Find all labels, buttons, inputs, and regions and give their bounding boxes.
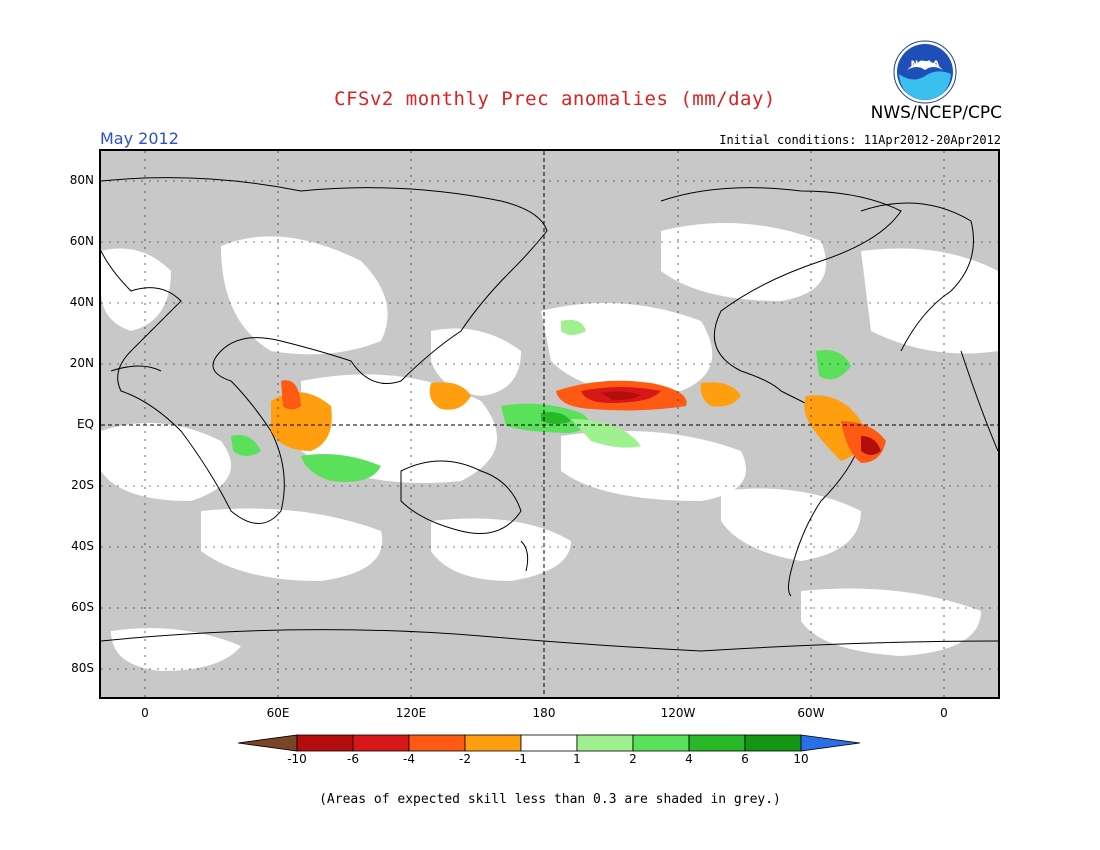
legend-label-0: -10 bbox=[287, 752, 307, 766]
wet-anomalies bbox=[231, 319, 851, 482]
grid-lines bbox=[101, 151, 998, 697]
lat-label-40n: 40N bbox=[69, 295, 94, 309]
legend-swatch-below-min bbox=[238, 734, 298, 752]
legend-label-4: -1 bbox=[515, 752, 527, 766]
legend-label-3: -2 bbox=[459, 752, 471, 766]
legend-swatch-8 bbox=[688, 734, 746, 752]
lat-label-20n: 20N bbox=[69, 356, 94, 370]
legend-swatch-1 bbox=[296, 734, 354, 752]
legend-label-5: 1 bbox=[573, 752, 581, 766]
legend-swatch-7 bbox=[632, 734, 690, 752]
reference-lines bbox=[101, 151, 998, 697]
legend-label-1: -6 bbox=[347, 752, 359, 766]
lat-label-40s: 40S bbox=[71, 539, 94, 553]
lat-label-eq: EQ bbox=[76, 417, 94, 431]
legend-swatch-3 bbox=[408, 734, 466, 752]
color-legend bbox=[238, 734, 861, 752]
lat-label-60n: 60N bbox=[69, 234, 94, 248]
chart-title: CFSv2 monthly Prec anomalies (mm/day) bbox=[334, 88, 776, 110]
legend-label-6: 2 bbox=[629, 752, 637, 766]
lon-label-0-west: 0 bbox=[141, 706, 149, 720]
lat-label-80s: 80S bbox=[71, 661, 94, 675]
anomaly-map bbox=[101, 151, 998, 697]
org-label: NWS/NCEP/CPC bbox=[870, 103, 1002, 123]
lon-label-60w: 60W bbox=[797, 706, 825, 720]
legend-label-9: 10 bbox=[793, 752, 809, 766]
initial-conditions-label: Initial conditions: 11Apr2012-20Apr2012 bbox=[719, 133, 1001, 147]
lat-label-80n: 80N bbox=[69, 173, 94, 187]
lon-label-180: 180 bbox=[532, 706, 556, 720]
legend-label-7: 4 bbox=[685, 752, 693, 766]
lon-label-120w: 120W bbox=[660, 706, 696, 720]
lon-label-60e: 60E bbox=[266, 706, 290, 720]
lon-label-0-east: 0 bbox=[940, 706, 948, 720]
lon-label-120e: 120E bbox=[395, 706, 427, 720]
lat-label-60s: 60S bbox=[71, 600, 94, 614]
legend-label-2: -4 bbox=[403, 752, 415, 766]
noaa-logo: NOAA bbox=[893, 40, 957, 104]
legend-swatch-5 bbox=[520, 734, 578, 752]
logo-text: NOAA bbox=[911, 60, 940, 70]
dry-anomalies bbox=[271, 380, 886, 463]
legend-label-8: 6 bbox=[741, 752, 749, 766]
map-panel bbox=[99, 149, 1000, 699]
legend-swatch-2 bbox=[352, 734, 410, 752]
legend-swatch-9 bbox=[744, 734, 802, 752]
footnote: (Areas of expected skill less than 0.3 a… bbox=[319, 792, 781, 807]
legend-swatch-4 bbox=[464, 734, 522, 752]
coastlines bbox=[101, 177, 998, 652]
legend-swatch-above-max bbox=[800, 734, 861, 752]
lat-label-20s: 20S bbox=[71, 478, 94, 492]
period-label: May 2012 bbox=[100, 129, 179, 148]
legend-swatch-6 bbox=[576, 734, 634, 752]
